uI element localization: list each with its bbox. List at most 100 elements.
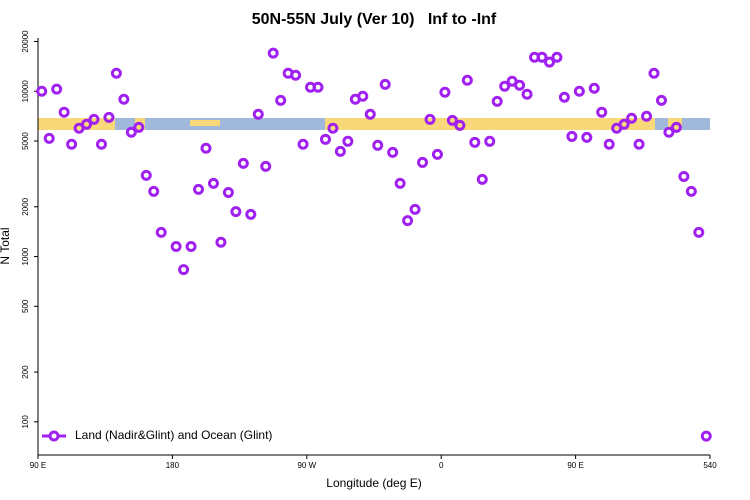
- y-tick-label: 200: [21, 365, 30, 379]
- data-point: [514, 79, 526, 91]
- data-point: [454, 119, 466, 131]
- data-point: [558, 91, 570, 103]
- land-band: [190, 120, 220, 126]
- data-point: [334, 145, 346, 157]
- data-point: [237, 157, 249, 169]
- data-point: [319, 133, 331, 145]
- data-point: [222, 187, 234, 199]
- data-point: [402, 215, 414, 227]
- data-point: [185, 241, 197, 253]
- data-point: [446, 114, 458, 126]
- data-point: [357, 90, 369, 102]
- data-point: [148, 185, 160, 197]
- data-point: [409, 203, 421, 215]
- data-point: [663, 126, 675, 138]
- data-point: [290, 69, 302, 81]
- data-point: [461, 74, 473, 86]
- data-point: [566, 130, 578, 142]
- data-point: [491, 95, 503, 107]
- data-point: [551, 51, 563, 63]
- data-point: [626, 112, 638, 124]
- data-point: [81, 118, 93, 130]
- data-point: [118, 93, 130, 105]
- data-point: [476, 173, 488, 185]
- data-point: [417, 156, 429, 168]
- data-point: [372, 139, 384, 151]
- data-point: [215, 236, 227, 248]
- data-point: [260, 160, 272, 172]
- x-tick-label: 90 E: [30, 461, 46, 470]
- data-point: [36, 85, 48, 97]
- data-point: [655, 94, 667, 106]
- data-point: [603, 138, 615, 150]
- legend-label: Land (Nadir&Glint) and Ocean (Glint): [75, 428, 272, 442]
- x-axis-label: Longitude (deg E): [326, 476, 421, 490]
- data-point: [133, 121, 145, 133]
- data-point: [618, 118, 630, 130]
- data-point: [685, 185, 697, 197]
- x-tick-label: 90 E: [567, 461, 583, 470]
- data-point: [469, 136, 481, 148]
- data-point: [155, 226, 167, 238]
- data-point: [200, 142, 212, 154]
- data-point: [536, 51, 548, 63]
- y-tick-label: 500: [21, 299, 30, 313]
- data-point: [207, 177, 219, 189]
- data-point: [379, 78, 391, 90]
- y-tick-label: 100: [21, 415, 30, 429]
- data-point: [573, 85, 585, 97]
- chart-title: 50N-55N July (Ver 10) Inf to -Inf: [252, 11, 497, 28]
- data-point: [484, 135, 496, 147]
- data-point: [230, 206, 242, 218]
- data-point: [275, 94, 287, 106]
- data-point: [596, 106, 608, 118]
- y-tick-label: 20000: [21, 30, 30, 53]
- data-point: [424, 113, 436, 125]
- data-point: [95, 138, 107, 150]
- data-point: [588, 82, 600, 94]
- x-tick-label: 90 W: [297, 461, 316, 470]
- data-point: [267, 47, 279, 59]
- data-point: [43, 132, 55, 144]
- x-tick-label: 0: [439, 461, 444, 470]
- data-point: [245, 208, 257, 220]
- data-point: [700, 430, 712, 442]
- data-point: [678, 170, 690, 182]
- data-point: [140, 169, 152, 181]
- data-point: [193, 183, 205, 195]
- data-point: [364, 108, 376, 120]
- data-point: [693, 226, 705, 238]
- data-point: [581, 131, 593, 143]
- y-axis-label: N Total: [0, 227, 12, 264]
- x-tick-label: 180: [166, 461, 180, 470]
- data-point: [312, 81, 324, 93]
- data-point: [88, 113, 100, 125]
- legend-marker: [48, 430, 60, 442]
- y-tick-label: 2000: [21, 197, 30, 215]
- data-point: [170, 241, 182, 253]
- data-point: [252, 108, 264, 120]
- data-point: [66, 138, 78, 150]
- data-point: [670, 121, 682, 133]
- data-point: [641, 110, 653, 122]
- data-point: [543, 56, 555, 68]
- data-point: [431, 148, 443, 160]
- data-point: [648, 67, 660, 79]
- data-point: [633, 138, 645, 150]
- data-point: [387, 146, 399, 158]
- x-tick-label: 540: [703, 461, 717, 470]
- data-point: [297, 138, 309, 150]
- y-tick-label: 5000: [21, 132, 30, 150]
- data-point: [178, 264, 190, 276]
- data-point: [394, 177, 406, 189]
- data-point: [51, 83, 63, 95]
- data-point: [439, 86, 451, 98]
- data-point: [327, 122, 339, 134]
- data-point: [521, 88, 533, 100]
- data-point: [125, 126, 137, 138]
- land-ocean-band: [38, 118, 710, 130]
- data-point: [499, 80, 511, 92]
- data-point: [110, 67, 122, 79]
